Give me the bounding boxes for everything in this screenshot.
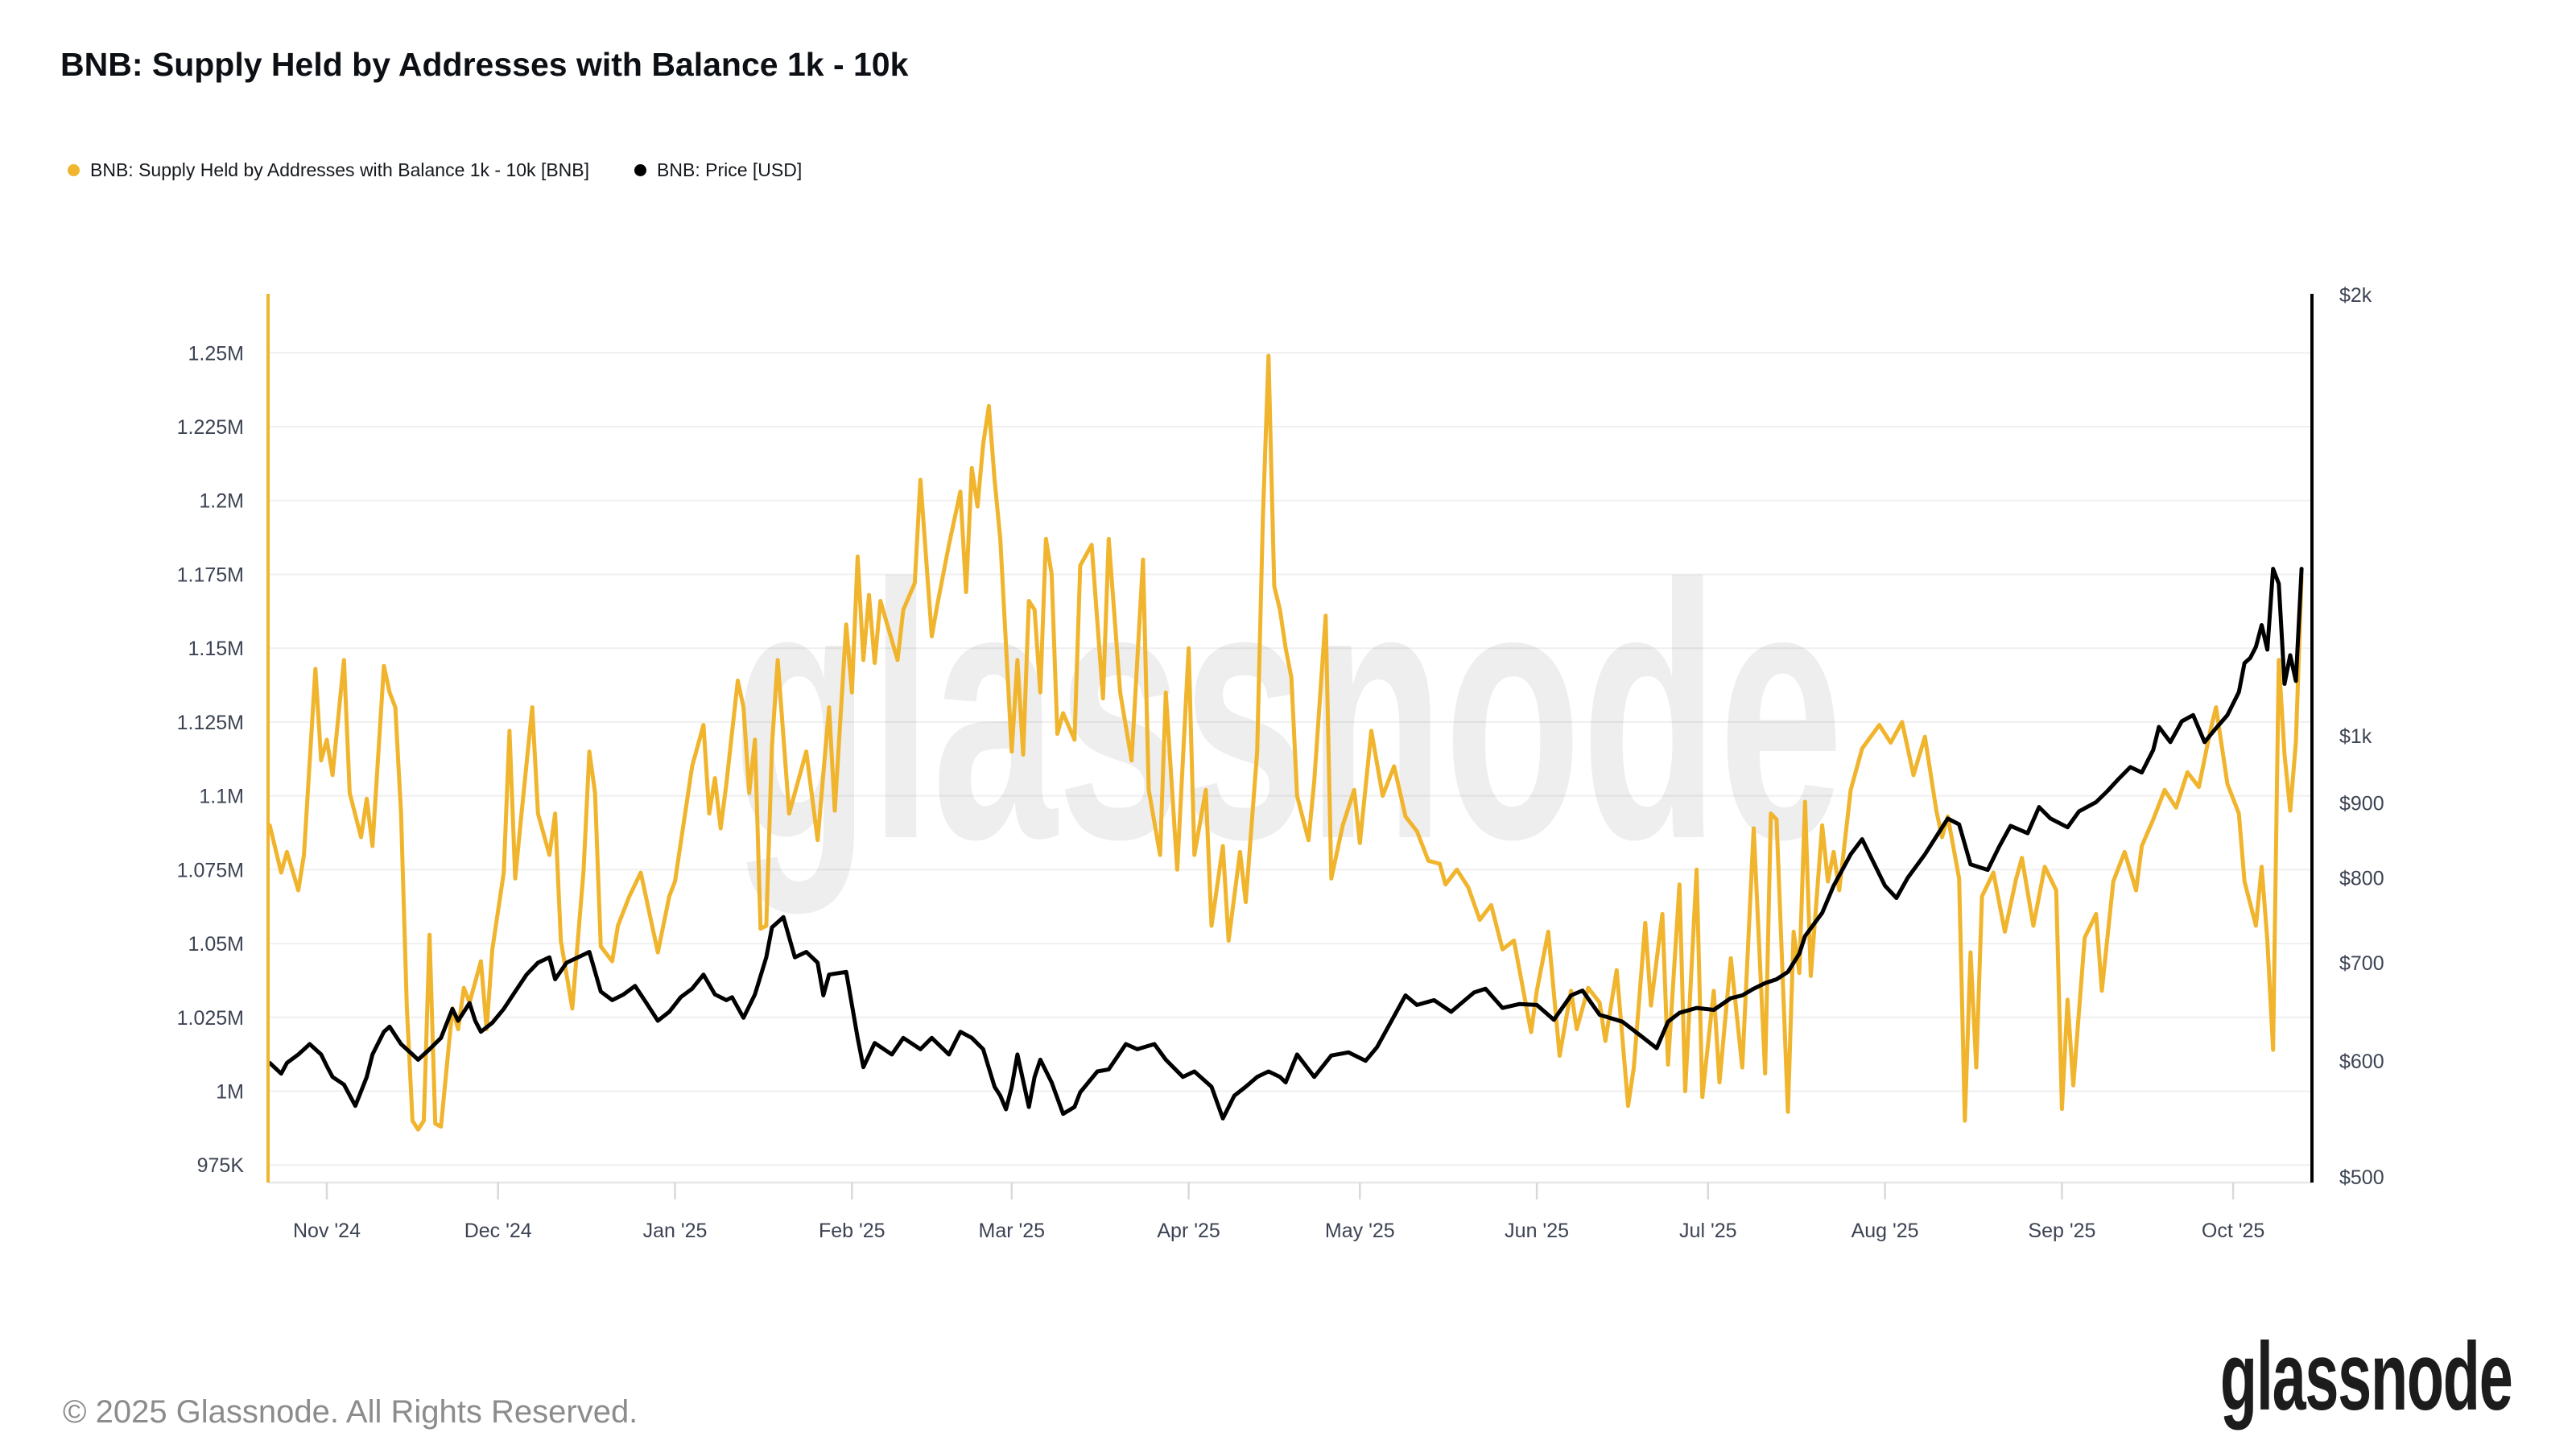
- x-axis-label: Dec '24: [464, 1220, 532, 1242]
- glassnode-logo: glassnode: [2219, 1323, 2512, 1430]
- legend-item-price[interactable]: BNB: Price [USD]: [634, 159, 802, 181]
- y-axis-left-label: 1.05M: [188, 933, 244, 956]
- price-line: [267, 567, 2304, 1121]
- x-axis-label: Feb '25: [819, 1220, 886, 1242]
- x-axis-label: May '25: [1325, 1220, 1395, 1242]
- y-axis-right-label: $2k: [2339, 284, 2372, 307]
- legend: BNB: Supply Held by Addresses with Balan…: [68, 159, 802, 181]
- x-axis-label: Jul '25: [1679, 1220, 1736, 1242]
- y-axis-right-label: $700: [2339, 952, 2384, 975]
- legend-item-supply[interactable]: BNB: Supply Held by Addresses with Balan…: [68, 159, 589, 181]
- y-axis-right-label: $1k: [2339, 725, 2372, 748]
- y-axis-left-label: 1.175M: [177, 564, 244, 587]
- x-axis-label: Sep '25: [2028, 1220, 2095, 1242]
- x-axis-label: Aug '25: [1852, 1220, 1919, 1242]
- price-series-swatch: [634, 164, 647, 176]
- y-axis-left-label: 975K: [197, 1154, 245, 1177]
- x-axis-label: Apr '25: [1157, 1220, 1220, 1242]
- copyright-text: © 2025 Glassnode. All Rights Reserved.: [63, 1394, 638, 1430]
- x-axis-label: Jan '25: [643, 1220, 708, 1242]
- y-axis-left-label: 1.1M: [199, 786, 244, 808]
- x-axis-label: Nov '24: [293, 1220, 361, 1242]
- x-axis-label: Oct '25: [2202, 1220, 2264, 1242]
- watermark-text: glassnode: [733, 510, 1843, 917]
- x-axis-label: Mar '25: [979, 1220, 1046, 1242]
- glassnode-watermark: glassnode: [733, 510, 1843, 917]
- supply-line: [267, 353, 2304, 1132]
- y-axis-right-label: $900: [2339, 792, 2384, 815]
- y-axis-left-label: 1.15M: [188, 638, 244, 660]
- supply-series-swatch: [68, 164, 80, 176]
- y-axis-left-label: 1.025M: [177, 1007, 244, 1030]
- y-axis-left-label: 1.125M: [177, 712, 244, 734]
- y-axis-right-label: $500: [2339, 1166, 2384, 1189]
- y-axis-left-label: 1.25M: [188, 342, 244, 365]
- y-axis-left-label: 1.2M: [199, 490, 244, 513]
- supply-series-label: BNB: Supply Held by Addresses with Balan…: [90, 159, 590, 180]
- price-series-label: BNB: Price [USD]: [657, 159, 803, 180]
- y-axis-right-label: $800: [2339, 867, 2384, 890]
- x-axis-label: Jun '25: [1505, 1220, 1569, 1242]
- y-axis-right-label: $600: [2339, 1051, 2384, 1073]
- chart-title: BNB: Supply Held by Addresses with Balan…: [60, 46, 909, 84]
- y-axis-left-label: 1.225M: [177, 416, 244, 439]
- y-axis-left-label: 1.075M: [177, 859, 244, 881]
- y-axis-left-label: 1M: [216, 1081, 244, 1104]
